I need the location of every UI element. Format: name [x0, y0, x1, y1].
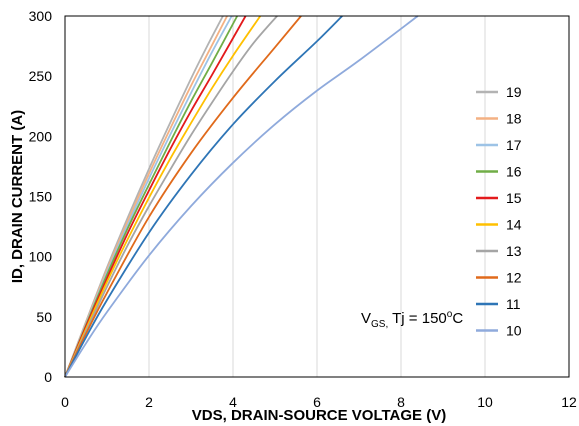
x-tick-label-0: 0: [61, 394, 69, 410]
legend-label-14: 14: [506, 217, 522, 233]
y-tick-label-250: 250: [29, 68, 53, 84]
x-tick-label-2: 2: [145, 394, 153, 410]
legend-label-12: 12: [506, 270, 522, 286]
legend-label-16: 16: [506, 164, 522, 180]
y-tick-label-300: 300: [29, 8, 53, 24]
x-tick-label-10: 10: [477, 394, 493, 410]
legend-label-17: 17: [506, 137, 522, 153]
y-axis-label: ID, DRAIN CURRENT (A): [9, 110, 26, 283]
x-tick-label-12: 12: [561, 394, 577, 410]
legend-label-18: 18: [506, 111, 522, 127]
annotation-v: V: [361, 310, 371, 327]
legend-label-13: 13: [506, 243, 522, 259]
legend-label-10: 10: [506, 323, 522, 339]
y-tick-label-0: 0: [44, 369, 52, 385]
y-tick-label-200: 200: [29, 128, 53, 144]
legend-label-11: 11: [506, 296, 521, 312]
y-tick-label-100: 100: [29, 249, 53, 265]
annotation-subscript: GS,: [371, 319, 388, 330]
legend-label-19: 19: [506, 84, 522, 100]
x-axis-label: VDS, DRAIN-SOURCE VOLTAGE (V): [192, 407, 446, 424]
annotation-unit: C: [452, 310, 463, 327]
legend-label-15: 15: [506, 190, 522, 206]
annotation-middle: Tj = 150: [388, 310, 447, 327]
y-tick-label-150: 150: [29, 189, 53, 205]
y-tick-label-50: 50: [36, 309, 52, 325]
